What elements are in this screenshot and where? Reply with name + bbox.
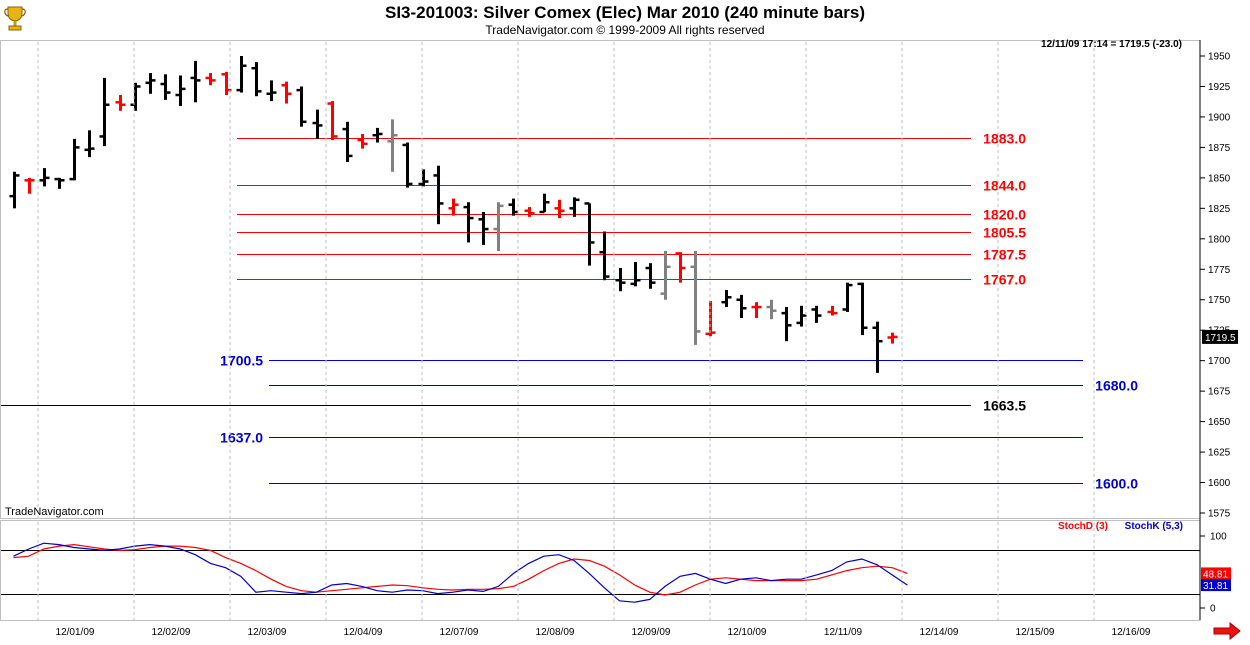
level-label: 1883.0 <box>983 131 1026 147</box>
y-tick-label: 1675 <box>1208 387 1231 398</box>
level-label: 1637.0 <box>220 430 263 446</box>
y-tick-label: 1925 <box>1208 82 1231 93</box>
x-tick-label: 12/11/09 <box>824 627 863 638</box>
y-tick-label: 1575 <box>1208 509 1231 520</box>
y-tick-label: 1950 <box>1208 52 1231 63</box>
level-label: 1700.5 <box>220 353 263 369</box>
legend-stoch-k: StochK (5,3) <box>1125 521 1183 532</box>
stoch-last-value-label: 31.81 <box>1203 581 1228 592</box>
x-tick-label: 12/16/09 <box>1112 627 1151 638</box>
y-tick-label: 1650 <box>1208 417 1231 428</box>
y-tick-label: 1850 <box>1208 173 1231 184</box>
y-tick-label: 1600 <box>1208 478 1231 489</box>
level-label: 1844.0 <box>983 178 1026 194</box>
y-tick-label: 1775 <box>1208 265 1231 276</box>
y-tick-label: 1750 <box>1208 295 1231 306</box>
stoch-panel-frame <box>0 520 1201 621</box>
x-tick-label: 12/09/09 <box>632 627 671 638</box>
x-tick-label: 12/03/09 <box>248 627 287 638</box>
y-tick-label: 1625 <box>1208 448 1231 459</box>
x-tick-label: 12/07/09 <box>440 627 479 638</box>
level-label: 1600.0 <box>1095 476 1138 492</box>
x-tick-label: 12/08/09 <box>536 627 575 638</box>
axes-layer: 12/01/09 12/02/09 12/03/09 12/04/09 12/07/09… <box>0 40 1238 638</box>
last-quote-readout: 12/11/09 17:14 = 1719.5 (-23.0) <box>1041 39 1182 50</box>
legend-stoch-d: StochD (3) <box>1058 521 1108 532</box>
last-price-box <box>1202 329 1238 344</box>
level-label: 1663.5 <box>983 398 1026 414</box>
chart-header: SI3-201003: Silver Comex (Elec) Mar 2010… <box>0 0 1250 40</box>
stoch-last-value-box <box>1201 567 1231 580</box>
last-price-label: 1719.5 <box>1205 333 1236 344</box>
stoch-series-line <box>13 542 908 603</box>
x-tick-label: 12/01/09 <box>56 627 95 638</box>
stoch-last-value-box <box>1201 579 1231 592</box>
x-tick-label: 12/14/09 <box>920 627 959 638</box>
y-tick-label: 1800 <box>1208 234 1231 245</box>
trophy-logo-icon <box>4 3 26 33</box>
y-tick-label: 1825 <box>1208 204 1231 215</box>
stoch-series-line <box>13 543 908 596</box>
chart-title: SI3-201003: Silver Comex (Elec) Mar 2010… <box>384 3 865 22</box>
level-label: 1767.0 <box>983 272 1026 288</box>
level-label: 1805.5 <box>983 225 1026 241</box>
scroll-right-arrow-icon[interactable] <box>1212 621 1242 641</box>
stoch-y-tick-label: 0 <box>1210 604 1216 615</box>
x-tick-label: 12/15/09 <box>1016 627 1055 638</box>
y-tick-label: 1700 <box>1208 356 1231 367</box>
stochastics-panel: StochD (3) StochK (5,3) <box>0 521 1200 603</box>
stoch-last-value-label: 48.81 <box>1203 569 1228 580</box>
level-label: 1680.0 <box>1095 378 1138 394</box>
x-tick-label: 12/04/09 <box>344 627 383 638</box>
copyright-notice: TradeNavigator.com © 1999-2009 All right… <box>485 23 765 37</box>
y-tick-label: 1900 <box>1208 112 1231 123</box>
x-tick-label: 12/10/09 <box>728 627 767 638</box>
price-panel: 1883.0 1844.0 1820.0 1805.5 1787.5 1767.0 1700… <box>0 56 1138 492</box>
level-label: 1820.0 <box>983 207 1026 223</box>
y-tick-label: 1875 <box>1208 143 1231 154</box>
stoch-y-tick-label: 100 <box>1210 532 1227 543</box>
x-tick-label: 12/02/09 <box>152 627 191 638</box>
watermark-label: TradeNavigator.com <box>5 506 104 518</box>
level-label: 1787.5 <box>983 247 1026 263</box>
